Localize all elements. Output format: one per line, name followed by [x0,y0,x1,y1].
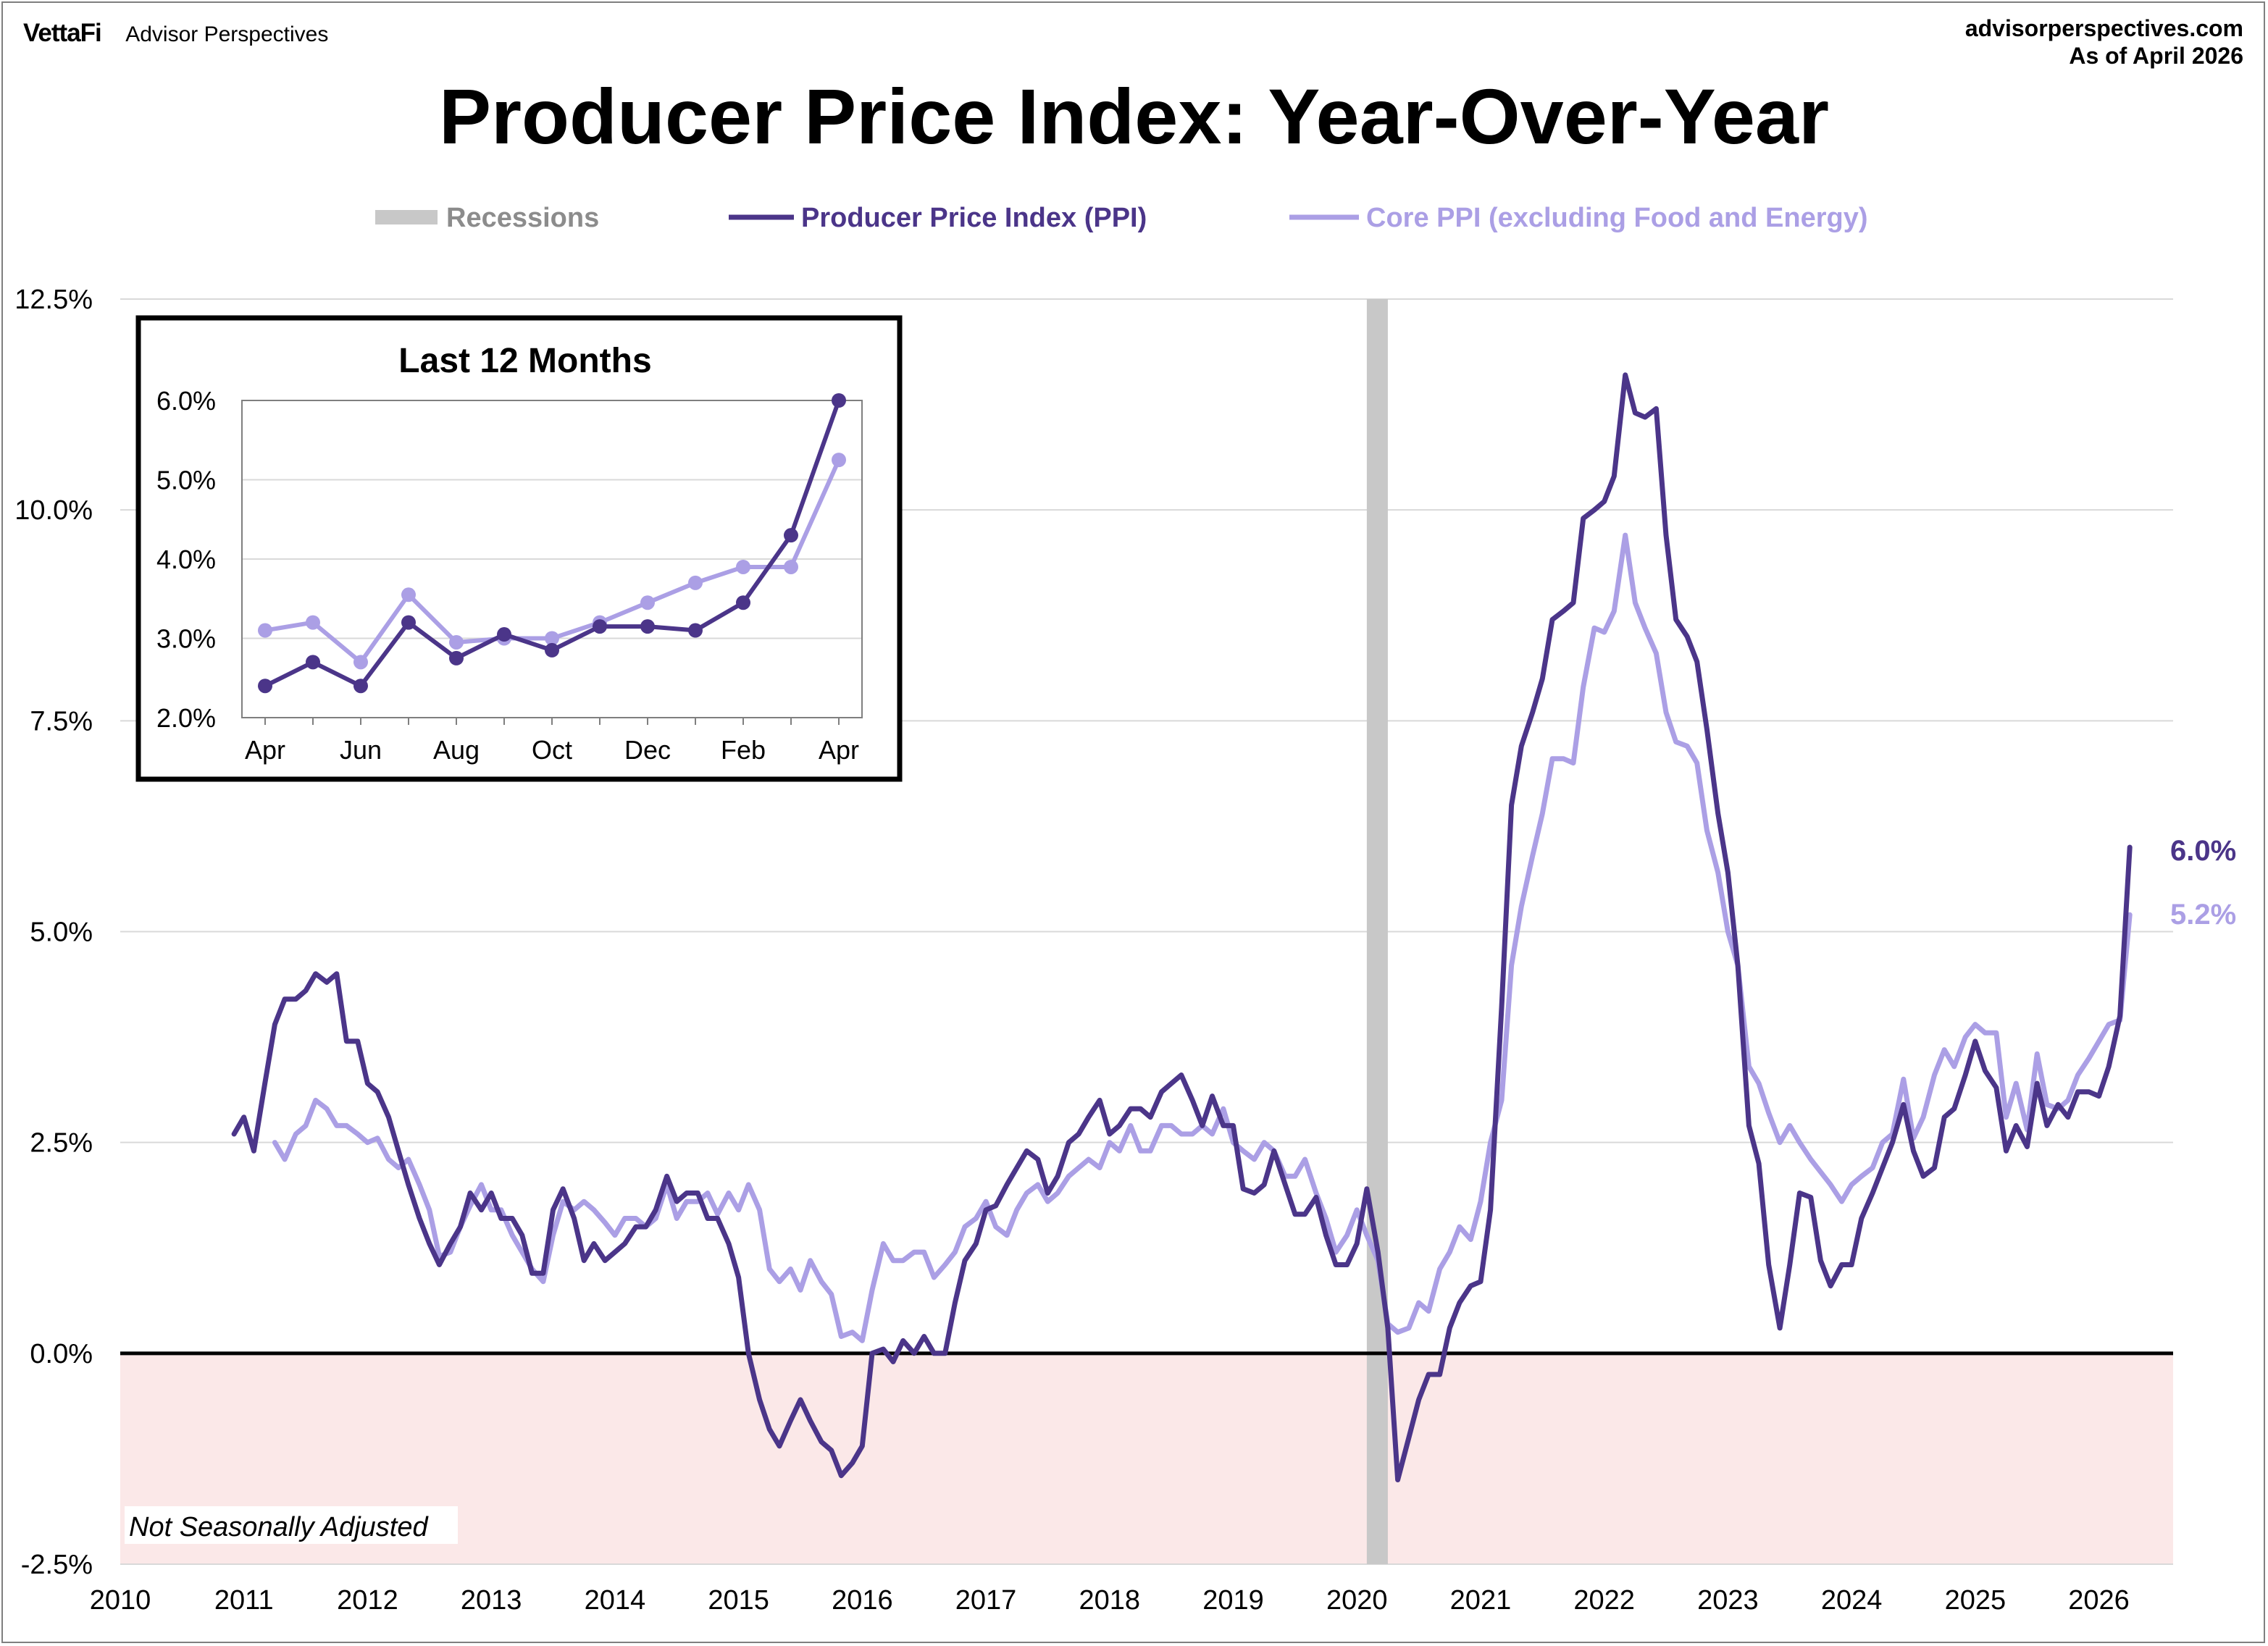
source-info: advisorperspectives.com As of April 2026 [1965,14,2243,70]
inset-ppi-marker [784,528,798,543]
x-tick-label: 2019 [1202,1585,1264,1616]
inset-core-ppi-marker [306,615,320,630]
x-tick-label: 2014 [585,1585,646,1616]
inset-core-ppi-marker [688,575,703,590]
negative-zone [120,1353,2173,1564]
inset-y-tick-label: 5.0% [156,466,216,495]
x-tick-label: 2024 [1821,1585,1883,1616]
y-tick-label: 7.5% [30,706,93,736]
legend-label-recessions: Recessions [446,203,599,233]
inset-y-tick-label: 4.0% [156,545,216,574]
x-tick-label: 2015 [708,1585,769,1616]
x-tick-label: 2021 [1450,1585,1512,1616]
inset-x-tick-label: Feb [721,735,766,765]
x-tick-label: 2026 [2068,1585,2130,1616]
inset-ppi-marker [832,393,846,408]
inset-x-tick-label: Oct [532,735,572,765]
inset-ppi-marker [258,679,272,694]
inset-core-ppi-marker [449,634,464,650]
x-tick-label: 2017 [955,1585,1017,1616]
core-ppi-end-label: 5.2% [2170,899,2236,931]
inset-y-tick-label: 2.0% [156,703,216,733]
source-site: advisorperspectives.com [1964,15,2243,41]
legend-label-core-ppi: Core PPI (excluding Food and Energy) [1366,203,1868,233]
note-not-seasonally-adjusted: Not Seasonally Adjusted [129,1512,429,1542]
inset-y-tick-label: 3.0% [156,624,216,654]
recession-band [1366,299,1388,1564]
inset-ppi-marker [306,655,320,670]
inset-ppi-marker [640,619,655,634]
inset-box [135,315,903,782]
brand-subtitle: Advisor Perspectives [125,22,329,46]
y-tick-label: 2.5% [30,1128,93,1159]
inset-ppi-marker [736,595,750,610]
vettafi-logo: VettaFi [23,19,102,47]
x-tick-label: 2018 [1079,1585,1141,1616]
brand-header: VettaFi Advisor Perspectives [23,19,328,48]
y-tick-label: 5.0% [30,918,93,948]
y-tick-label: -2.5% [21,1550,93,1580]
inset-x-tick-label: Jun [340,735,382,765]
inset-core-ppi-marker [784,559,798,574]
legend-label-ppi: Producer Price Index (PPI) [801,203,1147,233]
legend-swatch-recessions [375,210,438,224]
x-tick-label: 2016 [832,1585,893,1616]
ppi-end-label: 6.0% [2170,835,2236,867]
inset-core-ppi-marker [736,559,750,574]
inset-title: Last 12 Months [398,342,651,380]
inset-core-ppi-marker [353,655,368,670]
inset-x-tick-label: Dec [624,735,671,765]
x-tick-label: 2012 [337,1585,398,1616]
inset-x-tick-label: Apr [819,735,859,765]
inset-core-ppi-marker [401,587,416,602]
y-tick-label: 12.5% [14,285,93,315]
inset-core-ppi-marker [545,631,559,646]
inset-ppi-marker [449,650,464,665]
x-tick-label: 2010 [90,1585,151,1616]
note-background [125,1506,458,1544]
inset-x-tick-label: Apr [245,735,285,765]
inset-ppi-marker [353,679,368,694]
inset-core-ppi-marker [832,453,846,468]
inset-y-tick-label: 6.0% [156,386,216,416]
inset-core-ppi-marker [640,595,655,610]
inset-ppi-marker [688,623,703,638]
inset-ppi-marker [593,619,607,634]
y-tick-label: 0.0% [30,1339,93,1369]
x-tick-label: 2022 [1573,1585,1635,1616]
x-tick-label: 2025 [1945,1585,2007,1616]
chart-title: Producer Price Index: Year-Over-Year [438,72,1829,160]
x-tick-label: 2011 [214,1585,274,1616]
inset-ppi-marker [545,642,559,658]
inset-ppi-marker [497,627,511,642]
x-tick-label: 2020 [1326,1585,1388,1616]
as-of-date: As of April 2026 [2069,43,2243,69]
inset-core-ppi-marker [258,623,272,638]
ppi-series-line [231,372,2133,1482]
y-tick-label: 10.0% [14,495,93,526]
x-tick-label: 2013 [461,1585,522,1616]
x-tick-label: 2023 [1697,1585,1759,1616]
inset-x-tick-label: Aug [433,735,480,765]
inset-ppi-marker [401,615,416,630]
